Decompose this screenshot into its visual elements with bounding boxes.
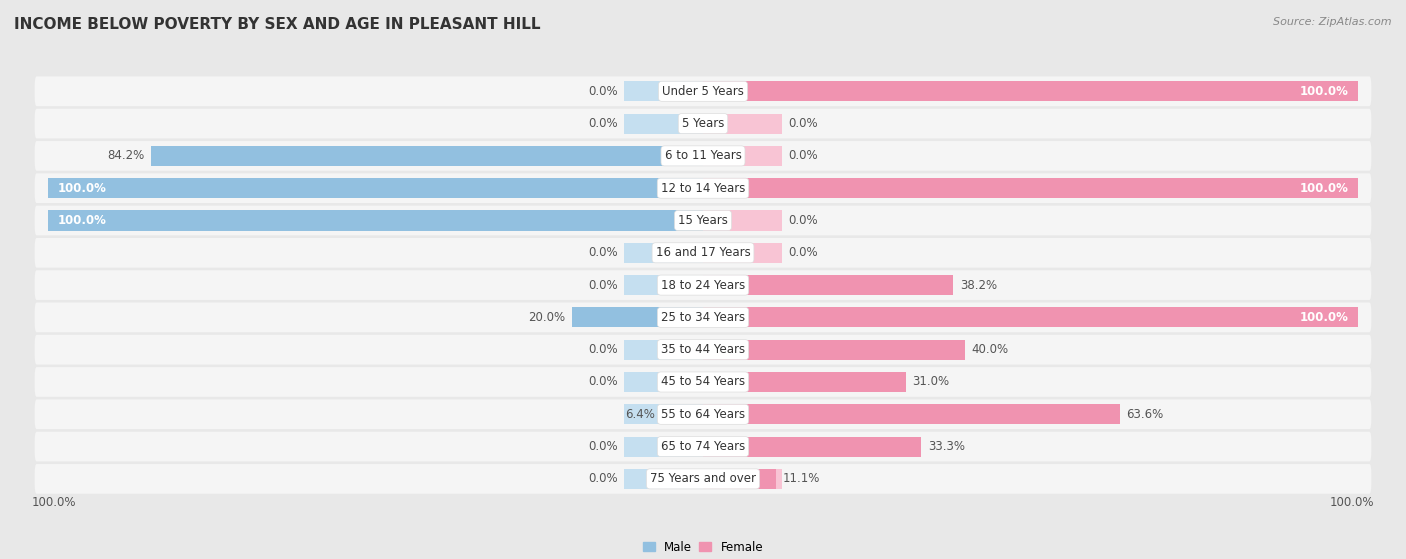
Bar [624,243,703,263]
Bar [703,81,782,101]
Bar [48,178,703,198]
FancyBboxPatch shape [35,270,1371,300]
Text: 65 to 74 Years: 65 to 74 Years [661,440,745,453]
Bar [703,307,1358,328]
Text: 45 to 54 Years: 45 to 54 Years [661,376,745,389]
Bar [703,307,782,328]
Text: 100.0%: 100.0% [1299,311,1348,324]
FancyBboxPatch shape [35,335,1371,364]
FancyBboxPatch shape [35,464,1371,494]
Bar [624,146,703,166]
Text: 0.0%: 0.0% [789,149,818,163]
Bar [703,437,921,457]
Bar [624,307,703,328]
Text: 25 to 34 Years: 25 to 34 Years [661,311,745,324]
Text: 0.0%: 0.0% [588,376,617,389]
Text: 100.0%: 100.0% [58,214,107,227]
Text: 0.0%: 0.0% [588,343,617,356]
Bar [703,178,1358,198]
Text: 6 to 11 Years: 6 to 11 Years [665,149,741,163]
Text: 12 to 14 Years: 12 to 14 Years [661,182,745,195]
Bar [624,275,703,295]
Text: 0.0%: 0.0% [588,247,617,259]
FancyBboxPatch shape [35,302,1371,332]
Bar [703,146,782,166]
Bar [703,404,1119,424]
Text: 75 Years and over: 75 Years and over [650,472,756,485]
Bar [152,146,703,166]
Text: 0.0%: 0.0% [588,278,617,292]
Bar [703,211,782,230]
Bar [703,372,905,392]
Bar [572,307,703,328]
Bar [703,275,782,295]
Text: 0.0%: 0.0% [588,85,617,98]
Text: 100.0%: 100.0% [31,496,76,509]
FancyBboxPatch shape [35,400,1371,429]
Text: Source: ZipAtlas.com: Source: ZipAtlas.com [1274,17,1392,27]
Bar [624,437,703,457]
FancyBboxPatch shape [35,206,1371,235]
Bar [703,469,776,489]
Text: 0.0%: 0.0% [588,472,617,485]
Bar [703,275,953,295]
FancyBboxPatch shape [35,367,1371,397]
Bar [624,372,703,392]
FancyBboxPatch shape [35,173,1371,203]
Bar [624,178,703,198]
Bar [624,113,703,134]
Text: 16 and 17 Years: 16 and 17 Years [655,247,751,259]
FancyBboxPatch shape [35,109,1371,139]
Text: 63.6%: 63.6% [1126,408,1164,421]
Text: 5 Years: 5 Years [682,117,724,130]
Bar [624,81,703,101]
Text: 18 to 24 Years: 18 to 24 Years [661,278,745,292]
Bar [703,340,965,359]
Text: 40.0%: 40.0% [972,343,1008,356]
Text: 100.0%: 100.0% [1330,496,1375,509]
Text: 20.0%: 20.0% [529,311,565,324]
Bar [48,211,703,230]
Text: 100.0%: 100.0% [58,182,107,195]
Text: 0.0%: 0.0% [789,247,818,259]
Bar [703,113,782,134]
FancyBboxPatch shape [35,432,1371,461]
Text: Under 5 Years: Under 5 Years [662,85,744,98]
Text: 6.4%: 6.4% [624,408,655,421]
Bar [703,404,782,424]
Text: 84.2%: 84.2% [107,149,145,163]
Bar [624,211,703,230]
Text: 31.0%: 31.0% [912,376,950,389]
Text: 33.3%: 33.3% [928,440,965,453]
Text: 0.0%: 0.0% [588,117,617,130]
Bar [703,469,782,489]
Bar [624,404,703,424]
Text: INCOME BELOW POVERTY BY SEX AND AGE IN PLEASANT HILL: INCOME BELOW POVERTY BY SEX AND AGE IN P… [14,17,540,32]
Text: 0.0%: 0.0% [588,440,617,453]
Text: 55 to 64 Years: 55 to 64 Years [661,408,745,421]
FancyBboxPatch shape [35,238,1371,268]
Text: 100.0%: 100.0% [1299,85,1348,98]
Bar [661,404,703,424]
Text: 100.0%: 100.0% [1299,182,1348,195]
Text: 38.2%: 38.2% [960,278,997,292]
Bar [624,469,703,489]
Text: 35 to 44 Years: 35 to 44 Years [661,343,745,356]
Bar [624,340,703,359]
Bar [703,437,782,457]
Text: 0.0%: 0.0% [789,214,818,227]
Legend: Male, Female: Male, Female [638,536,768,558]
Bar [703,178,782,198]
Text: 15 Years: 15 Years [678,214,728,227]
Text: 0.0%: 0.0% [789,117,818,130]
Bar [703,340,782,359]
Bar [703,372,782,392]
FancyBboxPatch shape [35,141,1371,170]
FancyBboxPatch shape [35,77,1371,106]
Bar [703,243,782,263]
Bar [703,81,1358,101]
Text: 11.1%: 11.1% [782,472,820,485]
